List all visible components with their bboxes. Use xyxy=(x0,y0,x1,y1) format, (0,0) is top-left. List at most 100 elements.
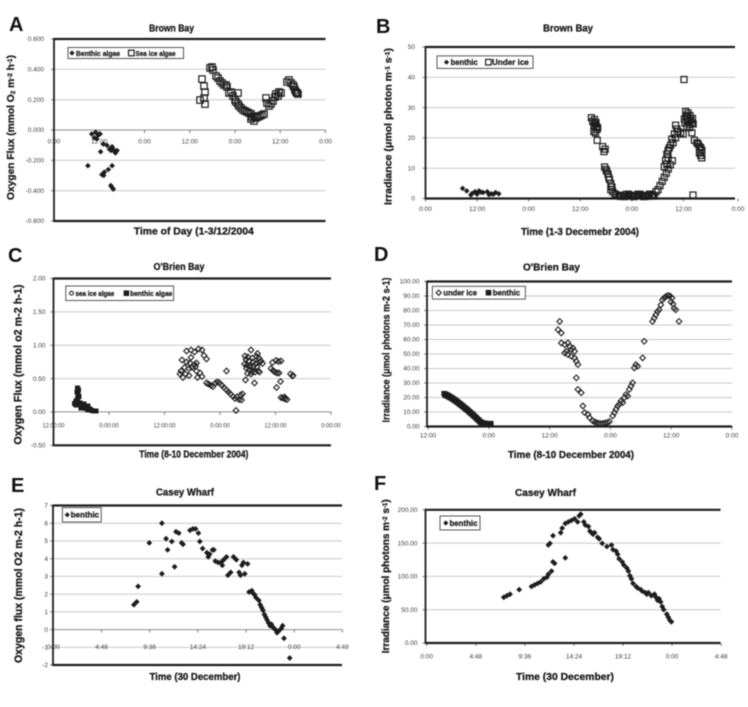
svg-text:30: 30 xyxy=(408,105,416,112)
svg-text:Under ice: Under ice xyxy=(492,58,529,67)
svg-text:B: B xyxy=(376,16,390,38)
svg-text:2.00: 2.00 xyxy=(33,276,46,283)
svg-text:E: E xyxy=(11,475,24,497)
svg-text:Benthic algae: Benthic algae xyxy=(76,49,120,58)
svg-text:12:00: 12:00 xyxy=(272,139,289,146)
svg-text:12:00: 12:00 xyxy=(663,433,680,440)
svg-text:12:00: 12:00 xyxy=(182,139,199,146)
svg-text:50.00: 50.00 xyxy=(401,607,418,614)
svg-text:Irradiance (μmol photons m-2 s: Irradiance (μmol photons m-2 s-1) xyxy=(380,499,392,653)
svg-text:30.00: 30.00 xyxy=(403,380,420,387)
svg-text:benthic: benthic xyxy=(71,511,100,520)
svg-text:12:00: 12:00 xyxy=(420,433,437,440)
svg-text:Oxygen flux (mmol O2 m-2 h-1): Oxygen flux (mmol O2 m-2 h-1) xyxy=(13,508,25,663)
svg-text:0:00:00: 0:00:00 xyxy=(321,423,341,430)
svg-text:0:00:00: 0:00:00 xyxy=(99,423,119,430)
svg-text:Casey Wharf: Casey Wharf xyxy=(156,487,214,499)
svg-text:Oxygen Flux (mmol O2 m-2 h-1): Oxygen Flux (mmol O2 m-2 h-1) xyxy=(5,55,17,200)
svg-text:Casey Wharf: Casey Wharf xyxy=(515,487,576,499)
svg-text:12:00: 12:00 xyxy=(91,139,108,146)
svg-text:0.000: 0.000 xyxy=(28,127,45,134)
svg-text:12:00: 12:00 xyxy=(675,206,692,213)
svg-text:A: A xyxy=(9,14,23,36)
svg-text:Time (8-10 December 2004): Time (8-10 December 2004) xyxy=(139,449,248,461)
svg-text:D: D xyxy=(374,244,388,266)
svg-text:-0.50: -0.50 xyxy=(31,443,46,450)
svg-text:4: 4 xyxy=(44,556,48,563)
svg-text:0:00: 0:00 xyxy=(319,139,332,146)
svg-text:80.00: 80.00 xyxy=(403,308,420,315)
svg-text:0:00:00: 0:00:00 xyxy=(210,423,230,430)
svg-text:1.50: 1.50 xyxy=(33,309,46,316)
svg-text:0:00: 0:00 xyxy=(419,206,432,213)
svg-text:100.00: 100.00 xyxy=(400,279,420,286)
svg-text:10: 10 xyxy=(408,165,416,172)
svg-text:C: C xyxy=(8,245,22,267)
svg-text:F: F xyxy=(374,473,386,495)
svg-text:19:12: 19:12 xyxy=(615,654,632,661)
svg-text:0.400: 0.400 xyxy=(28,67,45,74)
svg-text:10.00: 10.00 xyxy=(403,409,420,416)
svg-text:Sea ice algae: Sea ice algae xyxy=(136,49,176,58)
svg-text:0.600: 0.600 xyxy=(28,36,45,43)
svg-text:0.00: 0.00 xyxy=(405,640,418,647)
svg-text:O'Brien Bay: O'Brien Bay xyxy=(523,262,580,274)
svg-text:Time (30 December): Time (30 December) xyxy=(150,671,241,683)
svg-text:0:00: 0:00 xyxy=(726,433,739,440)
svg-text:Oxygen Flux (mmol o2 m-2 h-1): Oxygen Flux (mmol o2 m-2 h-1) xyxy=(13,284,25,444)
svg-text:40: 40 xyxy=(408,75,416,82)
svg-text:4:48: 4:48 xyxy=(469,654,482,661)
svg-text:9:36: 9:36 xyxy=(143,644,156,651)
svg-text:Time (1-3 Decemebr 2004): Time (1-3 Decemebr 2004) xyxy=(521,226,639,238)
svg-text:12:00: 12:00 xyxy=(541,433,558,440)
svg-text:4:48: 4:48 xyxy=(715,654,728,661)
svg-text:4:48: 4:48 xyxy=(95,644,108,651)
svg-text:4:48: 4:48 xyxy=(336,644,349,651)
svg-text:9:36: 9:36 xyxy=(519,654,532,661)
svg-text:20: 20 xyxy=(408,135,416,142)
svg-text:0:00: 0:00 xyxy=(522,206,535,213)
svg-text:0.200: 0.200 xyxy=(28,97,45,104)
svg-text:0: 0 xyxy=(411,196,415,203)
svg-text:0:00: 0:00 xyxy=(482,433,495,440)
svg-text:0:00: 0:00 xyxy=(732,206,745,213)
svg-text:1.00: 1.00 xyxy=(33,342,46,349)
svg-text:90.00: 90.00 xyxy=(403,293,420,300)
svg-text:Time of Day (1-3/12/2004: Time of Day (1-3/12/2004 xyxy=(134,226,254,238)
svg-text:0.00: 0.00 xyxy=(407,424,420,431)
svg-text:Time (30 December): Time (30 December) xyxy=(516,671,614,683)
svg-text:3: 3 xyxy=(44,574,48,581)
svg-text:1: 1 xyxy=(44,609,48,616)
svg-text:Brown Bay: Brown Bay xyxy=(149,23,194,35)
svg-text:0.00: 0.00 xyxy=(33,409,46,416)
svg-text:12:00: 12:00 xyxy=(572,206,589,213)
svg-text:100.00: 100.00 xyxy=(398,574,418,581)
svg-text:Irradiance (μmol photon m-1 s-: Irradiance (μmol photon m-1 s-1) xyxy=(383,48,395,205)
svg-text:-0.600: -0.600 xyxy=(26,218,45,225)
svg-text:200.00: 200.00 xyxy=(398,507,418,514)
svg-text:7: 7 xyxy=(44,503,48,510)
svg-text:60.00: 60.00 xyxy=(403,337,420,344)
svg-text:0:00: 0:00 xyxy=(666,654,679,661)
svg-text:under ice: under ice xyxy=(443,289,477,298)
svg-text:50: 50 xyxy=(408,44,416,51)
svg-text:20.00: 20.00 xyxy=(403,395,420,402)
svg-text:benthic: benthic xyxy=(451,58,479,67)
svg-text:150.00: 150.00 xyxy=(398,540,418,547)
svg-text:70.00: 70.00 xyxy=(403,322,420,329)
svg-text:40.00: 40.00 xyxy=(403,366,420,373)
svg-text:Irradiance (μmol photons m-2 s: Irradiance (μmol photons m-2 s-1) xyxy=(380,278,392,423)
svg-text:0.50: 0.50 xyxy=(33,376,46,383)
svg-text:19:12: 19:12 xyxy=(238,644,255,651)
svg-text:12:00:00: 12:00:00 xyxy=(154,423,176,430)
svg-text:Time (8-10 December 2004): Time (8-10 December 2004) xyxy=(508,449,634,461)
svg-text:14:24: 14:24 xyxy=(190,644,207,651)
svg-text:5: 5 xyxy=(44,538,48,545)
svg-text:0:00: 0:00 xyxy=(229,139,242,146)
svg-text:0:00: 0:00 xyxy=(288,644,301,651)
svg-text:-0.200: -0.200 xyxy=(26,158,45,165)
svg-text:6: 6 xyxy=(44,520,48,527)
svg-text:14:24: 14:24 xyxy=(566,654,583,661)
svg-text:0:00: 0:00 xyxy=(420,654,433,661)
svg-text:-0.400: -0.400 xyxy=(26,188,45,195)
